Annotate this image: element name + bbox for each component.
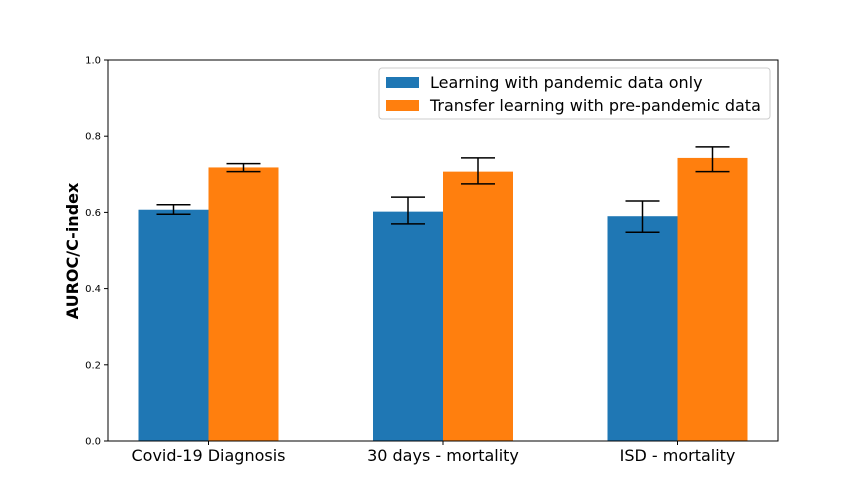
- bar-2-1: [208, 167, 279, 441]
- y-tick-label: 1.0: [85, 56, 101, 67]
- x-tick-label: Covid-19 Diagnosis: [131, 446, 285, 465]
- y-tick-label: 0.2: [85, 360, 101, 371]
- legend-frame: [378, 67, 771, 120]
- error-bar-1-1: [156, 204, 191, 216]
- error-bar-1-2: [391, 196, 425, 225]
- legend-swatch: [386, 77, 419, 88]
- bar-2-2: [443, 171, 513, 441]
- error-bars-layer: [156, 146, 730, 233]
- bar-1-3: [607, 216, 678, 441]
- y-tick-label: 0.4: [85, 284, 101, 295]
- legend-label: Transfer learning with pre-pandemic data: [429, 96, 761, 115]
- error-bar-2-2: [461, 157, 495, 185]
- x-axis: Covid-19 Diagnosis 30 days - mortality ISD…: [131, 441, 735, 465]
- bar-1-1: [138, 209, 209, 441]
- error-bar-2-1: [226, 162, 261, 173]
- error-bar-2-3: [695, 146, 730, 173]
- legend-swatch: [386, 100, 419, 111]
- y-axis: 0.0 0.2 0.4 0.6 0.8 1.0: [85, 56, 108, 448]
- y-tick-label: 0.6: [85, 208, 101, 219]
- x-tick-label: 30 days - mortality: [367, 446, 519, 465]
- y-tick-label: 0.8: [85, 132, 101, 143]
- y-axis-title: AUROC/C-index: [63, 182, 82, 319]
- legend-entry-2: Transfer learning with pre-pandemic data: [386, 96, 761, 115]
- legend-entry-1: Learning with pandemic data only: [386, 73, 703, 92]
- bar-2-3: [677, 157, 748, 442]
- y-tick-label: 0.0: [85, 437, 101, 448]
- x-tick-label: ISD - mortality: [620, 446, 736, 465]
- bars-layer: [138, 157, 748, 442]
- error-bar-1-3: [625, 200, 660, 233]
- legend-label: Learning with pandemic data only: [430, 73, 703, 92]
- bar-1-2: [373, 211, 443, 441]
- legend: Learning with pandemic data only Transfer…: [378, 67, 771, 120]
